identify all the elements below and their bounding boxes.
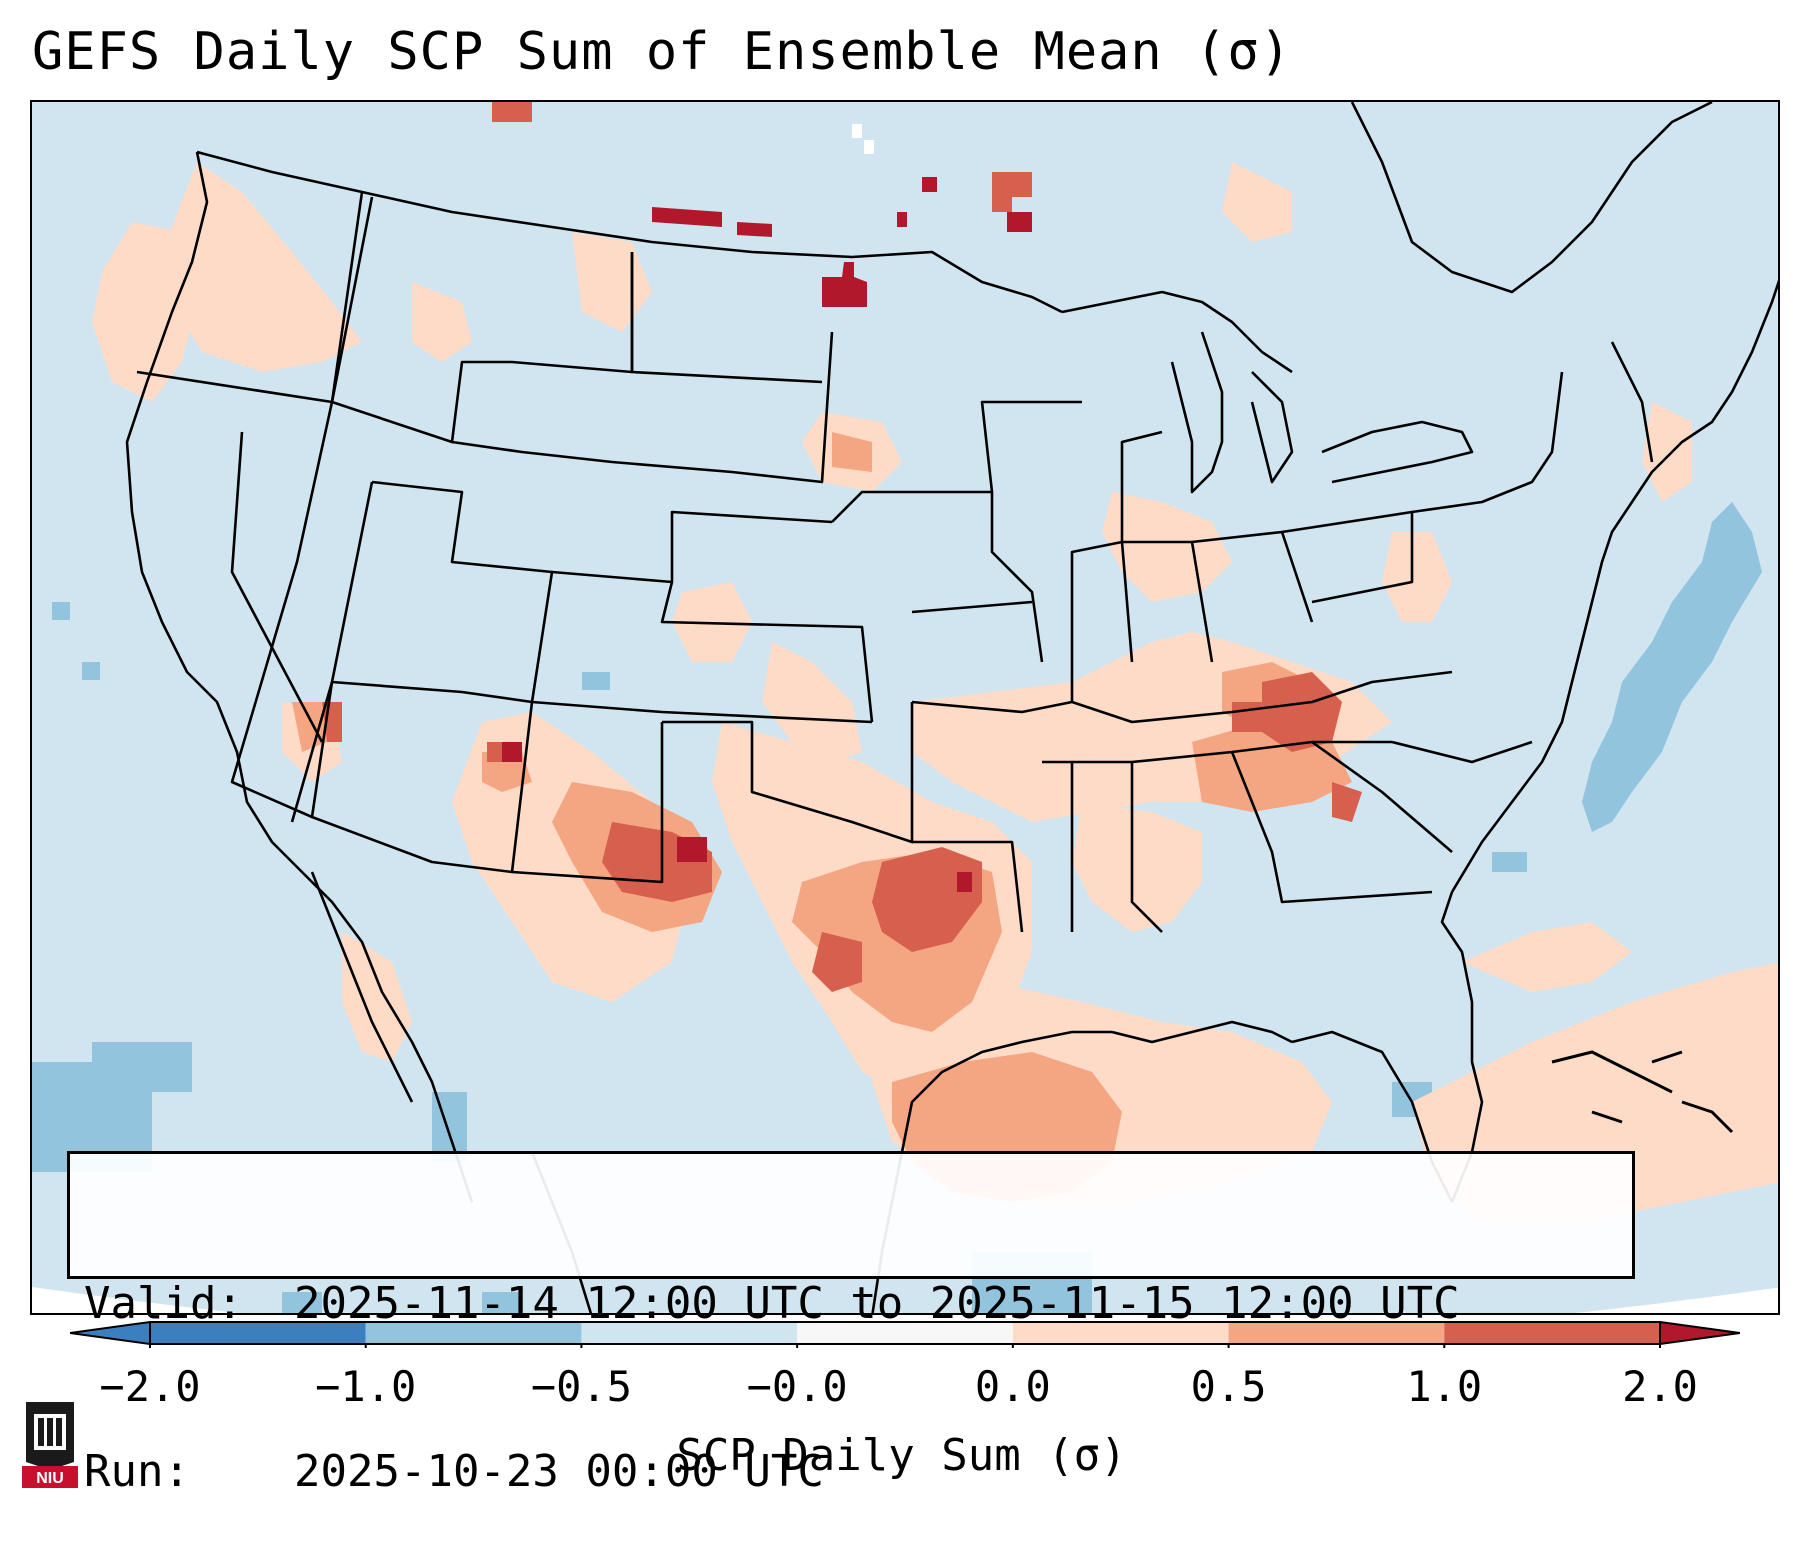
valid-row: Valid: 2025-11-14 12:00 UTC to 2025-11-15… — [84, 1276, 1618, 1332]
state-line-pa-ny — [1281, 510, 1414, 604]
state-line-me-nh — [1610, 341, 1654, 463]
state-line-nd-sd — [630, 252, 823, 384]
state-line-ne-mo — [911, 600, 1033, 614]
niu-logo: NIU — [22, 1402, 78, 1488]
michigan-shore — [1250, 371, 1294, 484]
colorbar-tick-label: −0.5 — [530, 1362, 632, 1411]
bahamas-outline — [1651, 1050, 1683, 1064]
niu-logo-text: NIU — [36, 1470, 64, 1487]
state-line-co-nm-ok — [531, 700, 873, 724]
colorbar — [70, 1320, 1740, 1348]
colorbar-tick-label: −0.0 — [746, 1362, 848, 1411]
state-line-wy-sd — [451, 331, 834, 484]
state-line-il-in — [1070, 540, 1134, 702]
niu-logo-banner — [22, 1466, 78, 1488]
lake-michigan-shore — [1170, 331, 1224, 494]
valid-label: Valid: — [84, 1278, 243, 1329]
colorbar-segments — [149, 1321, 1661, 1345]
state-line-ia-mo — [831, 490, 1044, 663]
us-canada-border — [196, 150, 1063, 314]
missing-data-pixels — [852, 124, 874, 154]
state-line-tn-ky — [1071, 670, 1453, 724]
state-line-wi-mi — [1120, 430, 1163, 542]
louisiana-coast — [1111, 1020, 1293, 1044]
lake-erie-ontario-shore — [1321, 420, 1474, 484]
state-line-ms-al — [1130, 762, 1163, 933]
florida-coastline — [1440, 891, 1484, 1203]
colorbar-tick-label: 0.5 — [1190, 1362, 1267, 1411]
map-panel[interactable] — [30, 100, 1780, 1315]
run-row: Run: 2025-10-23 00:00 UTC — [84, 1444, 1618, 1500]
map-title: GEFS Daily SCP Sum of Ensemble Mean (σ) — [32, 22, 1292, 82]
colorbar-tick-label: −1.0 — [315, 1362, 417, 1411]
colorbar-extend-high — [1659, 1320, 1740, 1346]
valid-value: 2025-11-14 12:00 UTC to 2025-11-15 12:00… — [294, 1278, 1460, 1329]
hispaniola-outline — [1681, 1100, 1734, 1134]
valid-run-info-box: Valid: 2025-11-14 12:00 UTC to 2025-11-15… — [67, 1151, 1635, 1497]
map-background — [32, 102, 1778, 1313]
colorbar-segment — [365, 1322, 582, 1344]
state-line-ar-la — [912, 840, 1024, 933]
canada-coast — [1350, 102, 1713, 294]
colorbar-tick-label: −2.0 — [99, 1362, 201, 1411]
colorbar-label: SCP Daily Sum (σ) — [676, 1430, 1127, 1481]
cuba-outline — [1551, 1050, 1673, 1094]
state-line-mo-ar — [911, 700, 1073, 714]
west-coastline — [125, 151, 474, 1203]
state-line-co-ne — [551, 510, 833, 584]
state-line-nm-tx — [511, 722, 664, 884]
colorbar-tick-label: 0.0 — [974, 1362, 1051, 1411]
state-line-or-nv-ca — [230, 431, 324, 743]
state-line-ny-new-england — [1411, 371, 1564, 514]
lake-superior-shore — [1061, 290, 1293, 374]
colorbar-tick-label: 2.0 — [1622, 1362, 1698, 1411]
political-boundaries — [125, 102, 1778, 1313]
colorbar-segment — [150, 1322, 366, 1344]
colorbar-ticks — [149, 1344, 1661, 1348]
run-value: 2025-10-23 00:00 UTC — [294, 1446, 824, 1497]
state-line-id-nv — [230, 401, 334, 819]
extreme-positive-anomaly-patches — [502, 177, 1032, 892]
state-line-ga-sc — [1311, 740, 1453, 853]
map-canvas — [32, 102, 1778, 1313]
baja-coastline — [310, 871, 414, 1103]
state-line-nc-sc — [1391, 740, 1533, 764]
state-line-az — [310, 681, 534, 874]
state-line-al-ga-fl — [1230, 751, 1433, 904]
state-line-mn-wi — [980, 400, 1082, 493]
state-line-ok-tx — [662, 702, 914, 844]
caribbean-islands — [1551, 1050, 1734, 1134]
jamaica-outline — [1591, 1110, 1623, 1124]
colorbar-extend-low — [70, 1320, 151, 1346]
state-line-ks — [660, 581, 874, 723]
colorbar-segment — [1444, 1322, 1660, 1344]
colorbar-segment — [581, 1322, 798, 1344]
run-label: Run: — [84, 1446, 190, 1497]
east-coastline — [1450, 279, 1778, 893]
colorbar-tick-label: 1.0 — [1406, 1362, 1483, 1411]
colorbar-segment — [797, 1322, 1013, 1344]
colorbar-segment — [1228, 1322, 1445, 1344]
colorbar-segment — [1012, 1322, 1229, 1344]
